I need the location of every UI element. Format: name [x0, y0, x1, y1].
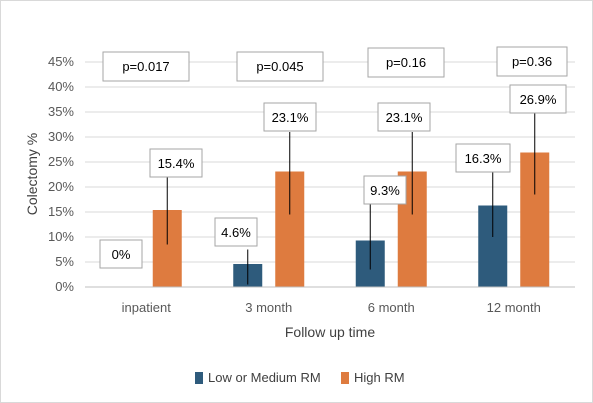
x-tick-label: 6 month	[368, 300, 415, 315]
y-tick-label: 30%	[48, 129, 74, 144]
y-tick-label: 20%	[48, 179, 74, 194]
x-tick-label: 3 month	[245, 300, 292, 315]
data-label-box	[99, 239, 143, 269]
y-tick-label: 15%	[48, 204, 74, 219]
data-label-box	[263, 102, 317, 132]
x-axis-ticks: inpatient 3 month 6 month 12 month	[122, 300, 541, 315]
p-value-box	[496, 46, 568, 77]
y-tick-label: 0%	[55, 279, 74, 294]
y-tick-label: 35%	[48, 104, 74, 119]
data-label-box	[214, 217, 258, 247]
data-label: 9.3%	[370, 183, 400, 198]
data-label: 4.6%	[221, 225, 251, 240]
data-label-box	[377, 102, 431, 132]
bars	[152, 152, 550, 287]
p-value-label: p=0.36	[512, 54, 552, 69]
data-label: 16.3%	[465, 151, 502, 166]
x-axis-title: Follow up time	[285, 324, 375, 340]
data-label-box	[509, 84, 567, 114]
y-tick-label: 25%	[48, 154, 74, 169]
p-value-label: p=0.045	[256, 59, 303, 74]
y-tick-label: 45%	[48, 54, 74, 69]
legend-label: High RM	[354, 370, 405, 385]
x-tick-label: inpatient	[122, 300, 172, 315]
legend-swatch	[195, 372, 203, 384]
data-label: 26.9%	[520, 92, 557, 107]
y-tick-label: 40%	[48, 79, 74, 94]
y-axis-ticks: 0% 5% 10% 15% 20% 25% 30% 35% 40% 45%	[48, 54, 74, 294]
x-tick-label: 12 month	[487, 300, 541, 315]
data-label-box	[455, 143, 511, 173]
data-labels: 0% 15.4% 4.6% 23.1% 9.3% 23.1% 16.3% 26.9%	[99, 84, 567, 269]
error-bars	[166, 109, 536, 285]
data-label-box	[363, 175, 407, 205]
p-value-box	[367, 47, 445, 78]
data-label: 23.1%	[272, 110, 309, 125]
p-value-label: p=0.017	[122, 59, 169, 74]
p-value-box	[236, 51, 324, 82]
legend-label: Low or Medium RM	[208, 370, 321, 385]
y-axis-title: Colectomy %	[24, 133, 40, 215]
data-label: 0%	[112, 247, 131, 262]
y-tick-label: 5%	[55, 254, 74, 269]
data-label-box	[149, 148, 203, 178]
legend-swatch	[341, 372, 349, 384]
legend: Low or Medium RM High RM	[195, 370, 405, 385]
y-tick-label: 10%	[48, 229, 74, 244]
data-label: 15.4%	[158, 156, 195, 171]
data-label: 23.1%	[386, 110, 423, 125]
p-value-box	[102, 51, 190, 82]
p-value-label: p=0.16	[386, 55, 426, 70]
p-value-labels: p=0.017 p=0.045 p=0.16 p=0.36	[102, 46, 568, 82]
